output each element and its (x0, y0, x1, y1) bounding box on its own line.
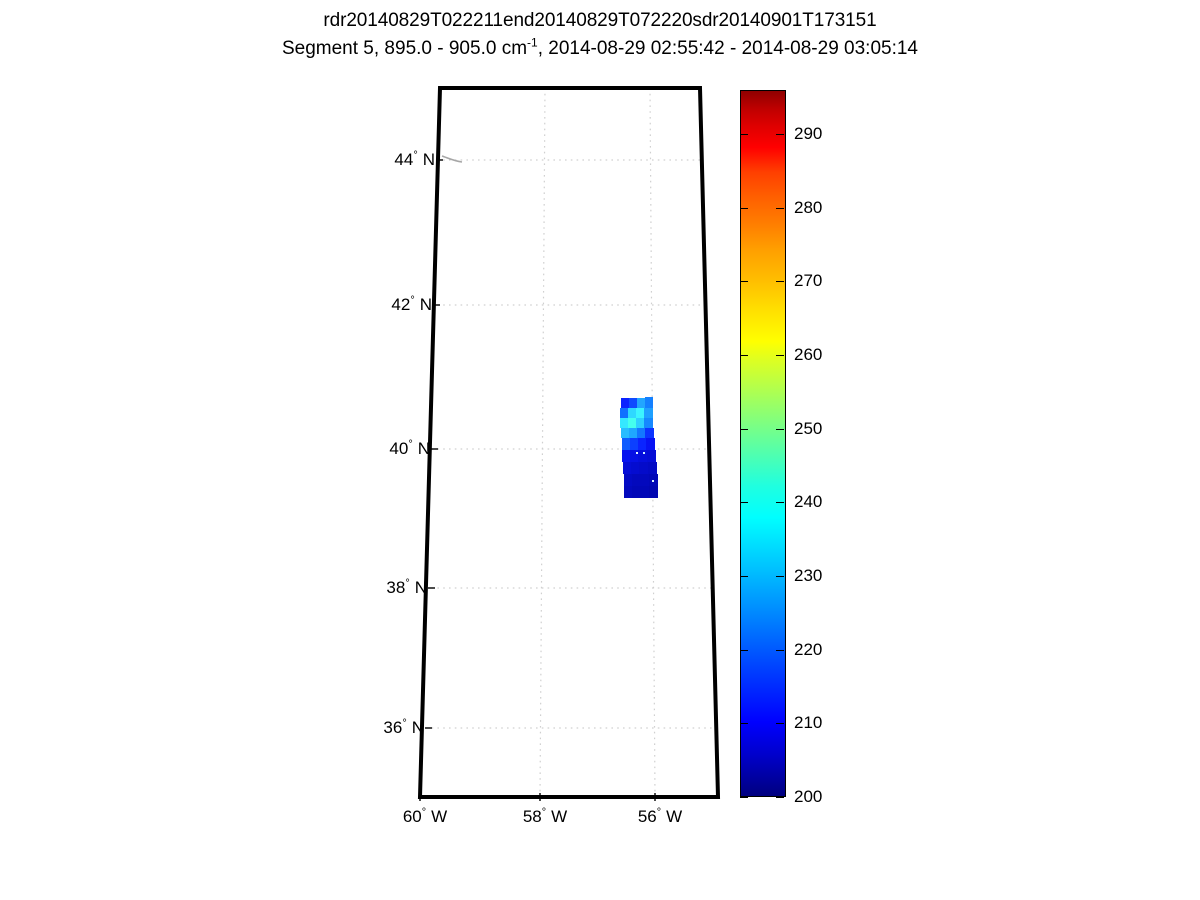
colorbar-tick-left-280 (740, 208, 748, 209)
map-axes[interactable]: 44° N 42° N 40° N 38° N 36° N 60° W 58° W 56° W (383, 80, 740, 826)
axis-tick-marks (419, 159, 656, 801)
colorbar-label-230: 230 (794, 566, 823, 585)
colorbar-tick-left-200 (740, 797, 748, 798)
granule-footprint-outline (417, 86, 721, 799)
colorbar-tick-right-200 (776, 797, 784, 798)
colorbar-label-280: 280 (794, 198, 823, 217)
colorbar-tick-right-220 (776, 650, 784, 651)
colorbar-label-220: 220 (794, 640, 823, 659)
colorbar-label-260: 260 (794, 345, 823, 364)
colorbar-label-210: 210 (794, 713, 823, 732)
map-interior (420, 88, 718, 797)
lat-tick-label-36: 36° N (383, 717, 424, 737)
lat-tick-label-38: 38° N (386, 577, 427, 597)
colorbar-tick-right-210 (776, 723, 784, 724)
colorbar-tick-left-210 (740, 723, 748, 724)
colorbar[interactable]: 200 210 220 230 240 250 260 270 280 290 (738, 88, 858, 806)
lon-tick-label-56: 56° W (637, 806, 683, 826)
colorbar-gradient (740, 90, 786, 797)
colorbar-tick-right-270 (776, 281, 784, 282)
granule-id-title: rdr20140829T022211end20140829T072220sdr2… (323, 10, 877, 31)
colorbar-tick-right-230 (776, 576, 784, 577)
colorbar-label-200: 200 (794, 787, 823, 806)
colorbar-tick-right-280 (776, 208, 784, 209)
colorbar-tick-right-290 (776, 134, 784, 135)
colorbar-tick-left-260 (740, 355, 748, 356)
latitude-gridlines (420, 159, 718, 729)
lat-tick-label-42: 42° N (391, 294, 432, 314)
colorbar-tick-right-260 (776, 355, 784, 356)
lat-tick-label-40: 40° N (389, 438, 430, 458)
wavenumber-exponent: -1 (527, 35, 538, 50)
map-plot-svg (417, 86, 721, 801)
colorbar-tick-left-240 (740, 502, 748, 503)
colorbar-tick-left-290 (740, 134, 748, 135)
segment-subtitle-pre: Segment 5, 895.0 - 905.0 cm (281, 38, 528, 59)
lon-tick-label-60: 60° W (402, 806, 448, 826)
colorbar-tick-left-250 (740, 429, 748, 430)
colorbar-tick-left-230 (740, 576, 748, 577)
colorbar-tick-left-220 (740, 650, 748, 651)
colorbar-label-240: 240 (794, 492, 823, 511)
figure-title-block: rdr20140829T022211end20140829T072220sdr2… (0, 8, 1200, 64)
data-swath (620, 397, 658, 498)
lat-tick-label-44: 44° N (394, 149, 435, 169)
colorbar-tick-left-270 (740, 281, 748, 282)
colorbar-label-250: 250 (794, 419, 823, 438)
segment-subtitle-post: , 2014-08-29 02:55:42 - 2014-08-29 03:05… (537, 38, 918, 59)
colorbar-tick-right-250 (776, 429, 784, 430)
colorbar-label-290: 290 (794, 124, 823, 143)
colorbar-tick-right-240 (776, 502, 784, 503)
colorbar-label-270: 270 (794, 271, 823, 290)
segment-subtitle: Segment 5, 895.0 - 905.0 cm-1, 2014-08-2… (0, 34, 1200, 64)
lon-tick-label-58: 58° W (522, 806, 568, 826)
coastline-fragment (441, 155, 463, 163)
